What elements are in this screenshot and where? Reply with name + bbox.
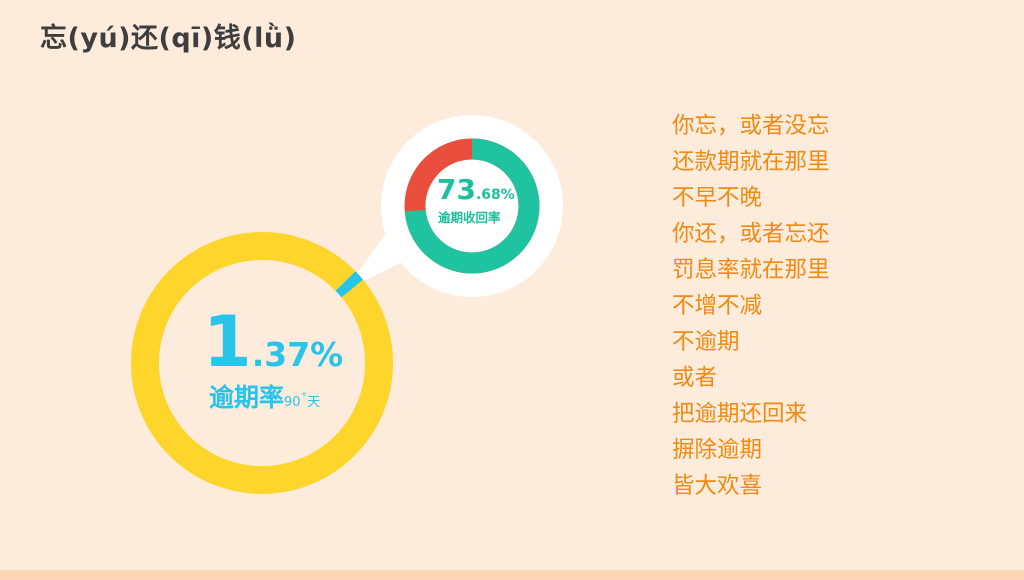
bottom-bar xyxy=(0,570,1024,580)
poem-line: 不逾期 xyxy=(672,329,740,355)
page-title: 忘(yú)还(qī)钱(lǜ) xyxy=(40,23,297,54)
recovery-rate-label: 逾期收回率 xyxy=(438,210,501,225)
poem-line: 不增不减 xyxy=(672,293,763,319)
poem-line: 或者 xyxy=(672,365,718,391)
overdue-rate-decimal: .37% xyxy=(251,335,344,374)
recovery-rate-value: 73.68% xyxy=(437,173,515,206)
overdue-rate-int: 1 xyxy=(203,301,252,383)
poem: 你忘，或者没忘 还款期就在那里 不早不晚 你还，或者忘还 罚息率就在那里 不增不… xyxy=(672,108,830,504)
poem-line: 皆大欢喜 xyxy=(672,473,763,499)
overdue-rate-value: 1.37% xyxy=(203,302,343,382)
overdue-rate-label-text: 逾期率 xyxy=(209,383,285,412)
poem-line: 罚息率就在那里 xyxy=(672,257,830,283)
bubble-tail xyxy=(345,235,410,290)
poem-line: 不早不晚 xyxy=(672,185,763,211)
recovery-rate-int: 73 xyxy=(437,173,476,206)
overdue-rate-label: 逾期率90+天 xyxy=(209,378,320,414)
big-ring-inner xyxy=(159,260,365,466)
small-ring-arc xyxy=(404,138,540,274)
recovery-rate-decimal: .68% xyxy=(475,187,515,203)
poem-line: 还款期就在那里 xyxy=(672,149,830,175)
overdue-days-unit: 天 xyxy=(307,395,321,410)
poem-line: 你还，或者忘还 xyxy=(672,221,830,247)
poem-line: 你忘，或者没忘 xyxy=(672,113,830,139)
overdue-days-plus: + xyxy=(300,389,308,399)
big-ring-track xyxy=(131,232,393,494)
overdue-days: 90 xyxy=(284,395,301,410)
poem-line: 摒除逾期 xyxy=(672,437,763,463)
big-ring-arc xyxy=(335,271,364,298)
poem-line: 把逾期还回来 xyxy=(672,401,808,427)
